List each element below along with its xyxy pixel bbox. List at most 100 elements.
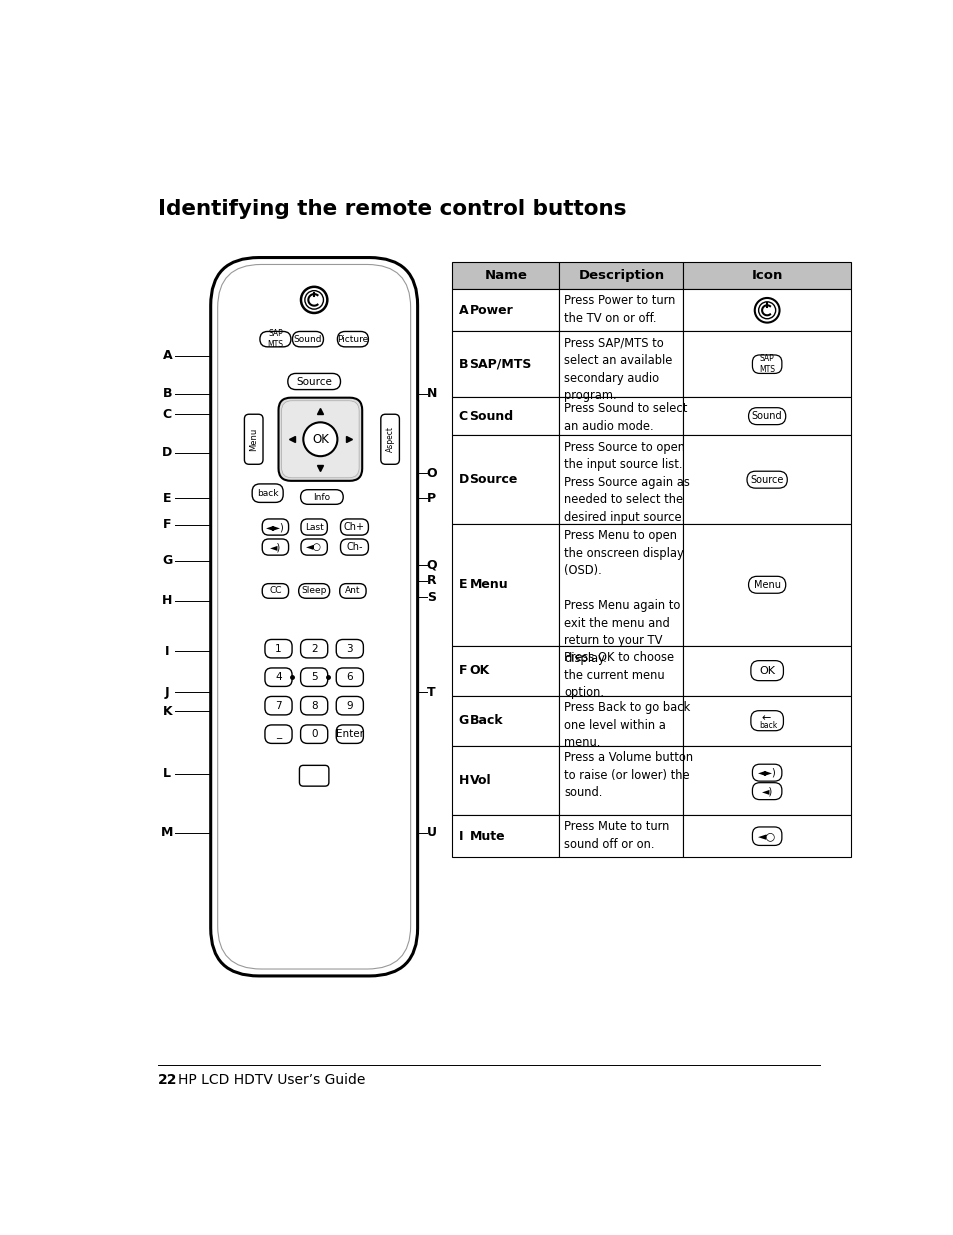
Text: back: back: [759, 721, 777, 730]
Text: K: K: [162, 705, 172, 718]
FancyBboxPatch shape: [299, 766, 329, 787]
FancyBboxPatch shape: [281, 401, 358, 478]
Text: A: A: [162, 350, 172, 362]
Text: ◄○: ◄○: [758, 831, 776, 841]
FancyBboxPatch shape: [748, 408, 785, 425]
FancyBboxPatch shape: [262, 538, 289, 556]
FancyBboxPatch shape: [252, 484, 283, 503]
Bar: [452, 746, 558, 815]
FancyBboxPatch shape: [380, 414, 399, 464]
FancyBboxPatch shape: [752, 764, 781, 782]
Text: Last: Last: [304, 522, 323, 531]
Text: 6: 6: [346, 672, 353, 682]
FancyBboxPatch shape: [262, 519, 289, 535]
Text: Sound: Sound: [294, 335, 322, 343]
FancyBboxPatch shape: [752, 783, 781, 799]
FancyBboxPatch shape: [259, 331, 291, 347]
Bar: [452, 289, 558, 331]
Bar: [558, 436, 682, 524]
Text: Back: Back: [469, 714, 502, 727]
Text: Press a Volume button
to raise (or lower) the
sound.: Press a Volume button to raise (or lower…: [563, 751, 693, 799]
Text: OK: OK: [312, 432, 329, 446]
FancyBboxPatch shape: [265, 725, 292, 743]
Bar: [682, 436, 850, 524]
Text: H: H: [458, 774, 469, 787]
Text: Press Back to go back
one level within a
menu.: Press Back to go back one level within a…: [563, 701, 690, 750]
FancyBboxPatch shape: [752, 354, 781, 373]
Text: ◄►): ◄►): [757, 768, 776, 778]
FancyBboxPatch shape: [752, 827, 781, 846]
Text: J: J: [165, 685, 170, 699]
Bar: [682, 331, 850, 396]
Text: Ch+: Ch+: [344, 522, 365, 532]
Text: CC: CC: [269, 587, 281, 595]
FancyBboxPatch shape: [293, 331, 323, 347]
FancyBboxPatch shape: [337, 331, 368, 347]
Text: T: T: [427, 685, 436, 699]
Text: Aspect: Aspect: [385, 426, 395, 452]
Text: 2: 2: [311, 643, 317, 653]
FancyBboxPatch shape: [262, 584, 289, 598]
Text: ◄): ◄): [270, 542, 281, 552]
FancyBboxPatch shape: [335, 668, 363, 687]
Bar: [682, 396, 850, 436]
Text: OK: OK: [469, 664, 489, 677]
FancyBboxPatch shape: [211, 258, 417, 976]
Text: SAP
MTS: SAP MTS: [267, 330, 283, 348]
FancyBboxPatch shape: [335, 725, 363, 743]
Text: 5: 5: [311, 672, 317, 682]
Bar: [682, 646, 850, 695]
Text: Sound: Sound: [751, 411, 781, 421]
Text: ◄►): ◄►): [266, 522, 285, 532]
Text: E: E: [163, 492, 172, 505]
Text: back: back: [256, 489, 278, 498]
Bar: [452, 524, 558, 646]
Text: M: M: [161, 826, 173, 840]
Text: R: R: [426, 574, 436, 588]
Bar: [558, 396, 682, 436]
FancyBboxPatch shape: [300, 640, 328, 658]
FancyBboxPatch shape: [335, 640, 363, 658]
Text: Press Power to turn
the TV on or off.: Press Power to turn the TV on or off.: [563, 294, 675, 325]
Text: Icon: Icon: [751, 269, 782, 282]
Text: L: L: [163, 767, 172, 781]
Text: SAP/MTS: SAP/MTS: [469, 358, 532, 370]
Text: SAP
MTS: SAP MTS: [759, 354, 775, 374]
Text: Ant: Ant: [345, 587, 360, 595]
Bar: [452, 331, 558, 396]
Text: A: A: [458, 304, 468, 317]
Text: D: D: [162, 446, 172, 459]
Text: Description: Description: [578, 269, 664, 282]
Text: HP LCD HDTV User’s Guide: HP LCD HDTV User’s Guide: [178, 1073, 365, 1087]
Bar: [682, 815, 850, 857]
Bar: [452, 646, 558, 695]
Text: Menu: Menu: [753, 579, 780, 590]
Bar: [682, 695, 850, 746]
FancyBboxPatch shape: [335, 697, 363, 715]
Text: F: F: [458, 664, 467, 677]
Text: G: G: [458, 714, 469, 727]
Text: E: E: [458, 578, 467, 592]
Bar: [452, 396, 558, 436]
Text: P: P: [427, 492, 436, 505]
Circle shape: [301, 287, 327, 312]
Bar: [452, 436, 558, 524]
FancyBboxPatch shape: [746, 472, 786, 488]
Bar: [452, 262, 558, 289]
Text: Info: Info: [313, 493, 330, 501]
FancyBboxPatch shape: [748, 577, 785, 593]
Text: Ch-: Ch-: [346, 542, 362, 552]
Text: Mute: Mute: [469, 830, 505, 842]
Text: Sound: Sound: [469, 410, 513, 422]
Bar: [682, 289, 850, 331]
Circle shape: [305, 290, 323, 309]
Text: 7: 7: [274, 700, 281, 710]
Text: Power: Power: [469, 304, 513, 317]
Text: 22: 22: [158, 1073, 177, 1087]
Bar: [558, 331, 682, 396]
Bar: [558, 646, 682, 695]
FancyBboxPatch shape: [265, 668, 292, 687]
FancyBboxPatch shape: [301, 538, 327, 556]
Text: OK: OK: [759, 666, 775, 676]
Text: Menu: Menu: [249, 427, 258, 451]
